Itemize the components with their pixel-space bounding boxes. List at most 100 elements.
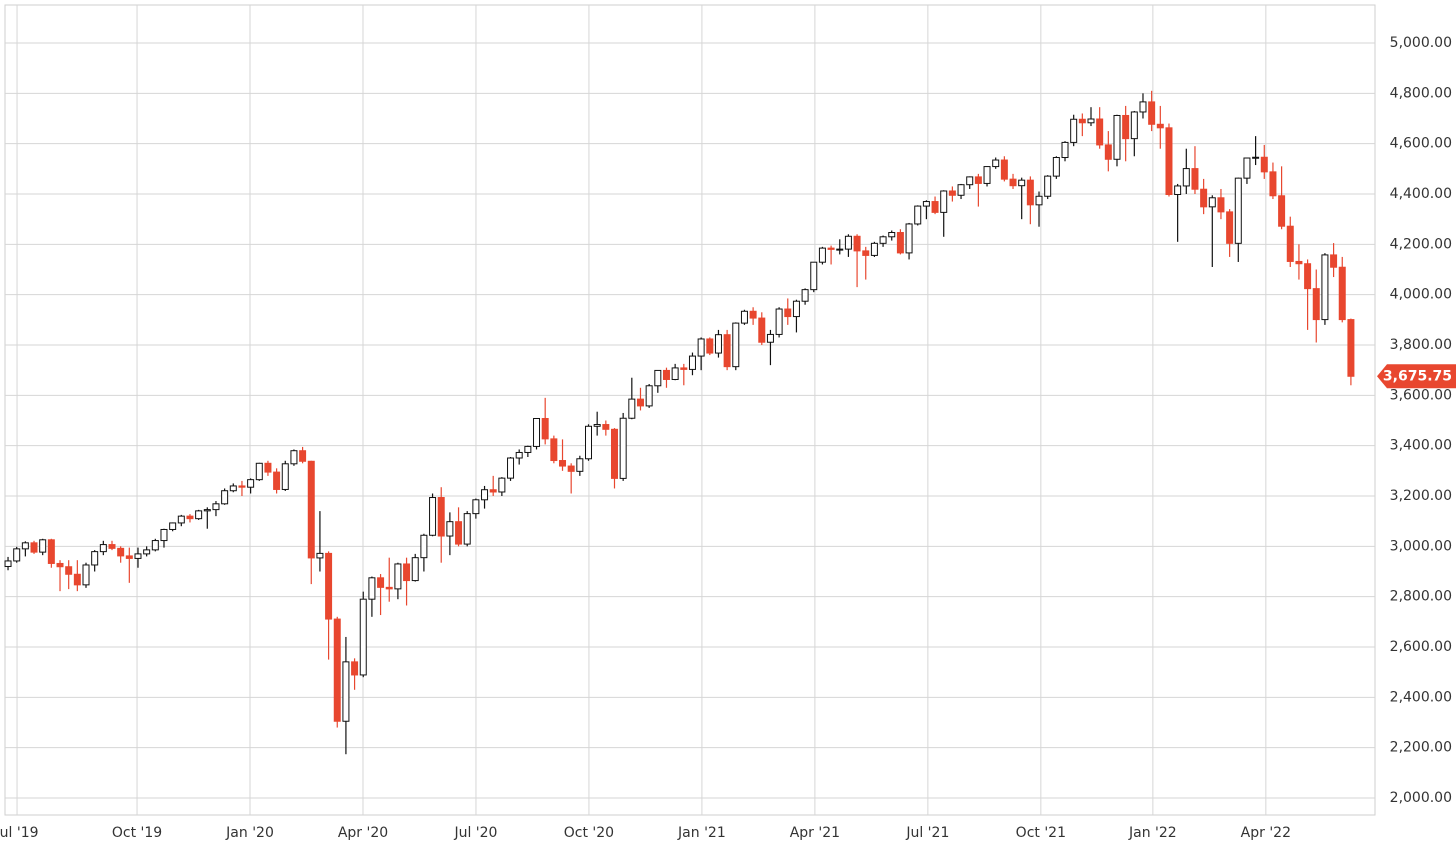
candle-body — [1295, 260, 1303, 265]
candle-body — [602, 424, 610, 430]
candle-body — [1321, 254, 1329, 321]
candle-body — [983, 166, 991, 184]
candle-body — [47, 539, 55, 564]
candle-body — [420, 534, 428, 559]
candle-body — [680, 367, 688, 370]
candle-body — [238, 485, 246, 488]
candle-body — [1035, 195, 1043, 206]
candle-body — [212, 503, 220, 511]
candle-body — [1347, 319, 1355, 377]
candle-body — [515, 451, 523, 459]
candle-body — [4, 560, 12, 567]
y-tick-label: 5,000.00 — [1390, 35, 1452, 51]
candle-body — [706, 338, 714, 354]
candle-body — [1148, 101, 1156, 125]
candle-body — [91, 551, 99, 566]
candle-body — [446, 521, 454, 537]
candle-body — [870, 242, 878, 256]
candle-body — [1061, 141, 1069, 159]
x-tick-label: Jan '21 — [677, 825, 726, 841]
candle-body — [541, 417, 549, 440]
candle-body — [966, 176, 974, 186]
candle-body — [30, 542, 38, 553]
candle-body — [957, 184, 965, 196]
candle-body — [134, 553, 142, 559]
candle-body — [585, 425, 593, 460]
candle-body — [1070, 118, 1078, 143]
candle-body — [1087, 118, 1095, 124]
y-tick-label: 2,000.00 — [1390, 790, 1452, 806]
candle-body — [723, 334, 731, 368]
candle-body — [610, 428, 618, 479]
y-tick-label: 3,400.00 — [1390, 438, 1452, 454]
candle-body — [82, 564, 90, 586]
candle-body — [749, 310, 757, 319]
candle-body — [914, 205, 922, 225]
candle-body — [65, 566, 73, 575]
candle-body — [160, 528, 168, 542]
candle-body — [273, 471, 281, 490]
candle-body — [792, 300, 800, 318]
candle-body — [1226, 211, 1234, 244]
x-tick-label: Oct '19 — [112, 825, 162, 841]
candle-body — [1286, 225, 1294, 262]
candle-body — [221, 490, 229, 505]
candle-body — [836, 248, 844, 251]
y-tick-label: 3,200.00 — [1390, 488, 1452, 504]
candle-body — [429, 497, 437, 536]
candle-body — [619, 417, 627, 479]
x-tick-label: Jul '21 — [905, 825, 949, 841]
y-tick-label: 2,800.00 — [1390, 589, 1452, 605]
candle-body — [342, 661, 350, 722]
candle-body — [1000, 159, 1008, 180]
candle-body — [766, 333, 774, 343]
candle-body — [818, 247, 826, 263]
candle-body — [567, 465, 575, 472]
y-tick-label: 4,000.00 — [1390, 287, 1452, 303]
candle-body — [143, 549, 151, 555]
candle-body — [39, 539, 47, 553]
candle-body — [463, 513, 471, 545]
x-tick-label: Jul '20 — [453, 825, 497, 841]
plot-frame — [4, 4, 1376, 816]
candle-body — [1278, 195, 1286, 227]
candle-body — [377, 577, 385, 588]
candle-body — [325, 552, 333, 620]
y-tick-label: 3,600.00 — [1390, 387, 1452, 403]
candle-body — [1269, 171, 1277, 197]
candle-body — [1156, 123, 1164, 129]
candle-body — [489, 489, 497, 493]
x-tick-label: Oct '20 — [564, 825, 614, 841]
candle-body — [948, 190, 956, 196]
candle-body — [359, 598, 367, 676]
candle-body — [1096, 118, 1104, 146]
last-price-label: 3,675.75 — [1383, 368, 1452, 384]
candle-body — [662, 369, 670, 380]
candle-body — [888, 232, 896, 238]
candle-body — [697, 338, 705, 357]
candle-body — [853, 235, 861, 252]
x-tick-label: Jan '22 — [1128, 825, 1177, 841]
candle-body — [255, 462, 263, 481]
candle-body — [73, 573, 81, 586]
x-tick-label: Jul '19 — [0, 825, 39, 841]
candle-body — [108, 544, 116, 549]
candle-body — [498, 477, 506, 493]
candle-body — [654, 369, 662, 387]
candle-body — [481, 489, 489, 501]
y-tick-label: 4,200.00 — [1390, 236, 1452, 252]
candle-body — [1104, 144, 1112, 160]
candle-body — [186, 515, 194, 520]
candle-body — [922, 201, 930, 207]
candle-body — [1252, 156, 1260, 159]
candle-body — [411, 557, 419, 582]
candle-body — [1052, 157, 1060, 177]
candle-body — [1338, 266, 1346, 321]
candle-body — [1122, 114, 1130, 140]
y-tick-label: 3,000.00 — [1390, 538, 1452, 554]
candle-body — [299, 450, 307, 462]
candle-body — [1018, 179, 1026, 187]
candle-body — [905, 223, 913, 254]
candle-body — [784, 308, 792, 318]
